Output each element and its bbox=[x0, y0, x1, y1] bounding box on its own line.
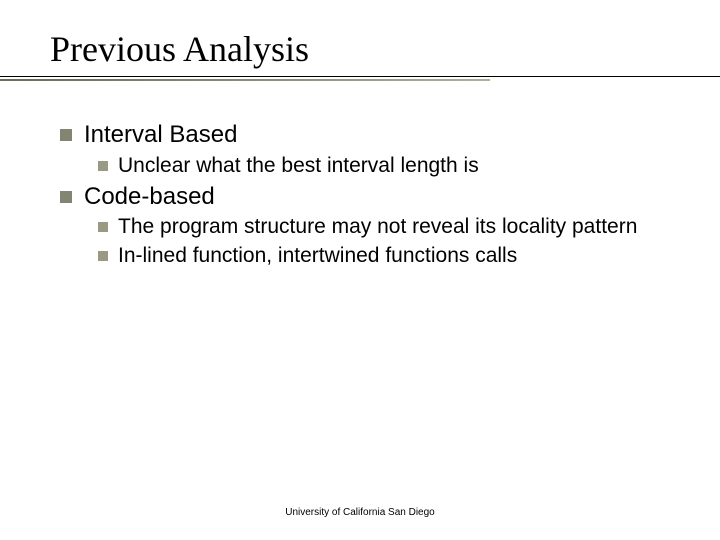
list-item-text: Code-based bbox=[84, 182, 670, 213]
list-subitem-text: Unclear what the best interval length is bbox=[118, 153, 670, 180]
title-region: Previous Analysis bbox=[50, 28, 670, 78]
list-item-text: Interval Based bbox=[84, 120, 670, 151]
list-subitem-text: The program structure may not reveal its… bbox=[118, 214, 670, 241]
underline-thick bbox=[0, 79, 490, 81]
square-bullet-icon bbox=[60, 191, 72, 203]
list-subitem: Unclear what the best interval length is bbox=[98, 153, 670, 180]
square-bullet-icon bbox=[60, 129, 72, 141]
square-bullet-icon bbox=[98, 161, 108, 171]
list-item: Code-based bbox=[60, 182, 670, 213]
slide-footer: University of California San Diego bbox=[0, 507, 720, 518]
slide-title: Previous Analysis bbox=[50, 28, 670, 78]
underline-thin bbox=[0, 76, 720, 77]
list-subitem: The program structure may not reveal its… bbox=[98, 214, 670, 241]
list-subitem: In-lined function, intertwined functions… bbox=[98, 243, 670, 270]
square-bullet-icon bbox=[98, 251, 108, 261]
slide-body: Interval Based Unclear what the best int… bbox=[50, 120, 670, 270]
slide: Previous Analysis Interval Based Unclear… bbox=[0, 0, 720, 540]
list-subitem-text: In-lined function, intertwined functions… bbox=[118, 243, 670, 270]
square-bullet-icon bbox=[98, 222, 108, 232]
list-item: Interval Based bbox=[60, 120, 670, 151]
title-underline bbox=[0, 76, 720, 80]
